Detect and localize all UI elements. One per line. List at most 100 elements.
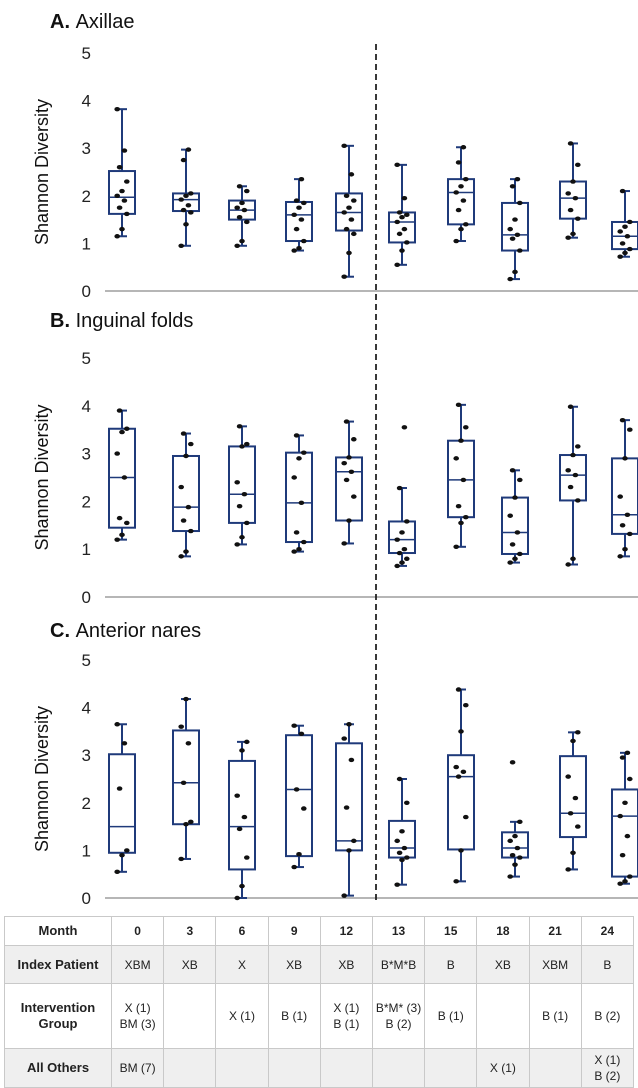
data-point [296,245,302,251]
data-point [404,855,410,860]
data-point [343,419,350,424]
data-point [512,217,518,222]
data-point [624,234,631,239]
box-9 [285,433,313,554]
y-tick-label: 2 [82,187,91,206]
box-iqr [611,457,638,535]
cell-text: XB [286,957,303,972]
panel-title: C. Anterior nares [50,620,201,642]
data-point [296,205,302,210]
data-point [183,696,189,702]
data-point [291,549,298,554]
data-point [293,198,300,203]
box-iqr [108,753,136,854]
data-point [627,246,633,252]
cell-text: 6 [238,924,246,938]
cell-text: BM (7) [119,1061,156,1075]
data-point [114,722,120,727]
data-point [514,176,521,182]
data-point [291,212,298,218]
table-cell: XB [476,945,530,984]
data-point [188,819,194,825]
box-iqr [559,180,587,220]
box-9 [285,723,313,870]
data-point [575,444,581,449]
data-point [236,503,243,509]
y-tick-label: 4 [82,699,91,718]
data-point [114,193,120,198]
data-point [453,879,460,884]
data-point [183,549,189,554]
data-point [507,874,513,879]
data-point [575,824,581,829]
data-point [346,250,352,256]
table-cell [319,1048,373,1088]
data-point [188,441,194,447]
panel-title-text: Inguinal folds [76,310,194,332]
box-24 [611,188,638,259]
data-point [241,207,248,213]
month-cell: 3 [163,916,217,946]
box-iqr [559,454,587,502]
data-point [512,862,518,867]
data-point [455,402,462,408]
data-point [622,224,628,229]
data-point [570,179,576,184]
cell-text: 0 [134,924,141,938]
data-point [517,200,523,206]
cell-text: X [237,957,246,972]
data-point [291,723,298,728]
box-iqr [559,755,587,839]
data-point [460,769,467,775]
data-point [565,562,571,567]
cell-text: B (2) [594,1009,621,1023]
panel-title-text: Anterior nares [76,620,202,642]
table-cell: XB [267,945,321,984]
data-point [399,215,405,220]
data-point [575,162,581,168]
data-point [241,492,248,497]
data-point [517,819,523,825]
cell-text: Month [38,923,78,938]
cell-text: B (1) [542,1009,569,1023]
data-point [627,874,633,879]
table-cell: B (1) [424,983,478,1049]
cell-text: B*M* (3) [375,1001,422,1015]
cell-text: 15 [444,924,458,938]
y-tick-label: 3 [82,445,91,464]
box-15 [447,687,475,884]
box-13 [388,425,416,569]
data-point [394,219,401,225]
data-point [343,193,350,198]
table-cell: X (1) BM (3) [110,983,165,1049]
data-point [346,205,352,210]
box-3 [172,431,200,559]
box-15 [447,145,475,244]
data-point [617,494,623,499]
data-point [458,184,464,189]
y-tick-label: 1 [82,234,91,253]
data-point [239,535,245,540]
data-point [509,760,516,765]
data-point [404,519,410,524]
data-point [296,547,302,552]
data-point [296,456,302,461]
data-point [178,554,184,559]
box-9 [285,176,313,253]
data-point [567,141,574,146]
box-12 [335,143,363,279]
box-iqr [172,729,200,826]
data-point [178,197,184,202]
y-tick-label: 3 [82,139,91,158]
data-point [622,879,628,884]
cell-text: X (1) [594,1053,621,1067]
box-18 [501,760,529,879]
data-point [396,231,403,237]
data-point [565,774,571,779]
y-tick-label: 4 [82,397,91,416]
cell-text: B (1) [281,1009,308,1023]
data-point [458,729,464,734]
data-point [401,425,408,430]
data-point [291,475,298,480]
data-point [455,774,462,779]
